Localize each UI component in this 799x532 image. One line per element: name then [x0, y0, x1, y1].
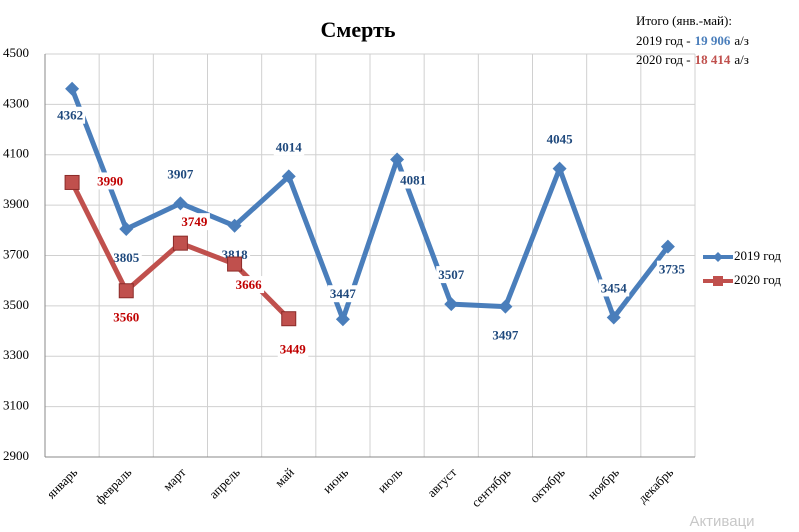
- chart-title: Смерть: [320, 17, 395, 42]
- summary-unit: а/з: [734, 33, 749, 48]
- data-label: 3735: [659, 262, 686, 277]
- data-label: 3805: [113, 250, 140, 265]
- marker: [444, 297, 459, 312]
- data-label: 3990: [97, 173, 123, 188]
- y-tick-label: 4100: [3, 146, 29, 161]
- legend-marker: [713, 252, 723, 262]
- data-label: 4014: [276, 139, 303, 154]
- marker: [227, 256, 243, 272]
- data-label: 3560: [113, 310, 139, 325]
- legend-marker: [713, 276, 723, 286]
- data-label-bg: [165, 165, 196, 183]
- data-label-bg: [111, 249, 142, 267]
- marker: [660, 239, 675, 254]
- data-label: 3454: [601, 280, 628, 295]
- data-label-bg: [544, 130, 576, 148]
- summary-row: 2020 год - 18 414 а/з: [636, 52, 749, 67]
- data-label: 3449: [280, 342, 307, 357]
- marker: [173, 196, 188, 211]
- summary-total: 18 414: [695, 52, 731, 67]
- y-tick-label: 2900: [3, 448, 29, 463]
- watermark: Активаци: [689, 513, 754, 530]
- marker: [281, 311, 297, 327]
- marker: [172, 235, 188, 251]
- data-label-bg: [490, 326, 521, 344]
- summary-label: 2020 год -: [636, 52, 691, 67]
- data-label-bg: [233, 276, 265, 294]
- data-label-bg: [398, 171, 429, 189]
- marker: [552, 161, 567, 176]
- data-label: 3666: [236, 277, 263, 292]
- legend-label: 2019 год: [734, 248, 781, 263]
- data-label: 4081: [400, 173, 426, 188]
- y-tick-label: 3700: [3, 246, 29, 261]
- data-label-bg: [95, 172, 126, 190]
- y-tick-label: 4300: [3, 95, 29, 110]
- summary-title: Итого (янв.-май):: [636, 13, 732, 28]
- data-label-bg: [179, 213, 210, 231]
- data-label-bg: [436, 266, 467, 284]
- data-label: 3749: [181, 214, 208, 229]
- y-tick-label: 3100: [3, 398, 29, 413]
- y-tick-label: 4500: [3, 45, 29, 60]
- marker: [335, 312, 350, 327]
- marker: [390, 152, 405, 167]
- data-label: 3507: [438, 267, 465, 282]
- summary-label: 2019 год -: [636, 33, 691, 48]
- marker: [606, 310, 621, 325]
- data-label-bg: [656, 260, 688, 278]
- data-label-bg: [327, 285, 359, 303]
- marker: [119, 222, 134, 237]
- summary-unit: а/з: [734, 52, 749, 67]
- marker: [281, 169, 296, 184]
- legend-label: 2020 год: [734, 272, 781, 287]
- y-tick-label: 3300: [3, 347, 29, 362]
- marker: [498, 299, 513, 314]
- summary-row: 2019 год - 19 906 а/з: [636, 33, 749, 48]
- data-label: 4362: [57, 108, 83, 123]
- y-tick-label: 3500: [3, 297, 29, 312]
- data-label: 4045: [547, 132, 574, 147]
- data-label-bg: [273, 138, 305, 156]
- marker: [227, 218, 242, 233]
- data-label-bg: [277, 340, 309, 358]
- marker: [118, 283, 134, 299]
- marker: [65, 81, 80, 96]
- data-label: 3907: [167, 166, 194, 181]
- data-label-bg: [111, 308, 142, 326]
- summary-total: 19 906: [695, 33, 731, 48]
- y-tick-label: 3900: [3, 196, 29, 211]
- data-label-bg: [598, 279, 630, 297]
- series-line: [69, 87, 670, 322]
- marker: [64, 174, 80, 190]
- data-label-bg: [55, 106, 86, 124]
- data-label: 3497: [492, 328, 519, 343]
- data-label: 3447: [330, 286, 357, 301]
